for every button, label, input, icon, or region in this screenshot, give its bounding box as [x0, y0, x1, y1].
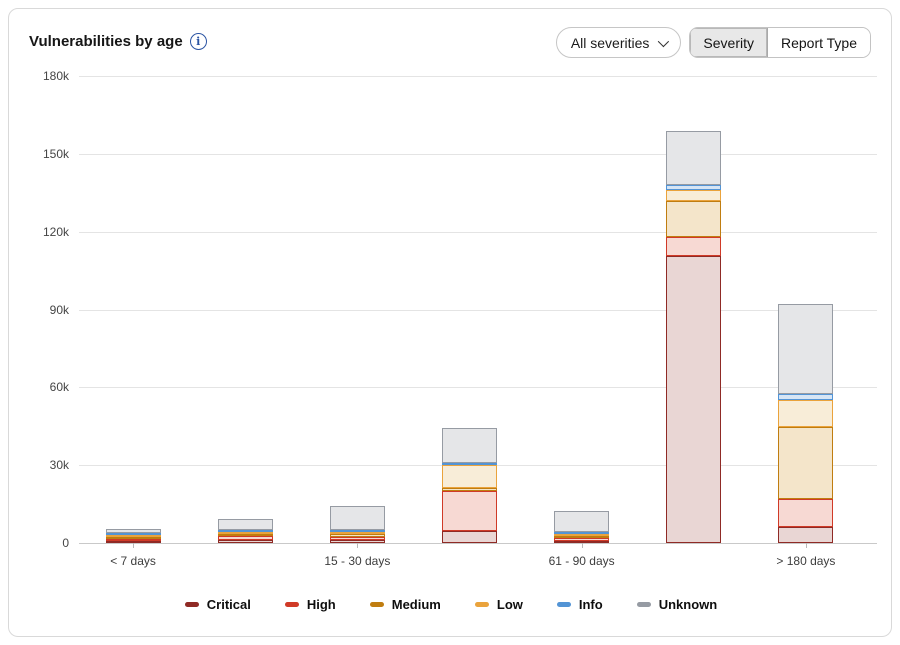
- bar-segment-medium[interactable]: [554, 536, 610, 538]
- bar-segment-high[interactable]: [442, 491, 497, 531]
- bar-segment-critical[interactable]: [554, 541, 610, 543]
- bar-segment-high[interactable]: [329, 537, 385, 540]
- severity-filter-dropdown[interactable]: All severities: [555, 27, 682, 58]
- legend-swatch-medium: [369, 602, 384, 607]
- bar-segment-unknown[interactable]: [329, 506, 385, 530]
- bar-segment-unknown[interactable]: [778, 304, 834, 394]
- bar-segment-critical[interactable]: [778, 527, 834, 543]
- gridline: [79, 543, 877, 544]
- chevron-down-icon: [658, 35, 670, 47]
- y-axis-tick-label: 120k: [42, 224, 69, 239]
- page-title: Vulnerabilities by age i: [29, 33, 207, 50]
- bar-segment-info[interactable]: [778, 394, 834, 400]
- bar-segment-critical[interactable]: [329, 540, 385, 543]
- chart-controls: All severities Severity Report Type: [555, 27, 871, 58]
- legend-label: Low: [496, 597, 523, 612]
- bar-segment-info[interactable]: [666, 185, 722, 190]
- bar-segment-critical[interactable]: [105, 541, 161, 543]
- toggle-option-report-type[interactable]: Report Type: [767, 28, 870, 57]
- x-axis-tickmark: [133, 543, 135, 548]
- bar-segment-low[interactable]: [666, 190, 722, 201]
- chart-title: Vulnerabilities by age: [29, 33, 183, 50]
- legend-item-high[interactable]: High: [284, 597, 336, 612]
- x-axis-tickmark: [357, 543, 359, 548]
- legend-swatch-info: [556, 602, 571, 607]
- x-axis-tick-label: 61 - 90 days: [548, 554, 615, 568]
- legend-label: Critical: [206, 597, 251, 612]
- y-axis-tick-label: 0: [62, 536, 69, 550]
- legend-item-info[interactable]: Info: [556, 597, 603, 612]
- bar-segment-critical[interactable]: [666, 256, 722, 543]
- chart-legend: Critical High Medium Low Info Unknown: [9, 597, 891, 612]
- gridline: [79, 231, 877, 233]
- gridline: [79, 76, 877, 77]
- bar-segment-high[interactable]: [554, 538, 610, 541]
- bar-segment-unknown[interactable]: [105, 529, 161, 533]
- bar-segment-medium[interactable]: [105, 537, 161, 539]
- x-axis-tickmark: [805, 543, 807, 548]
- legend-swatch-low: [474, 602, 489, 607]
- bar-segment-low[interactable]: [554, 534, 610, 536]
- bar-segment-low[interactable]: [217, 532, 273, 534]
- bar-segment-high[interactable]: [778, 499, 834, 527]
- bar-segment-high[interactable]: [105, 539, 161, 541]
- bar-segment-medium[interactable]: [666, 201, 722, 237]
- x-axis-tick-label: < 7 days: [110, 554, 156, 568]
- legend-label: High: [306, 597, 336, 612]
- bar-segment-info[interactable]: [329, 530, 385, 532]
- group-by-toggle: Severity Report Type: [689, 27, 871, 58]
- legend-item-critical[interactable]: Critical: [184, 597, 251, 612]
- legend-swatch-unknown: [636, 602, 651, 607]
- y-axis-tick-label: 60k: [49, 380, 69, 395]
- gridline: [79, 309, 877, 311]
- bar-segment-unknown[interactable]: [217, 519, 273, 530]
- bar-segment-unknown[interactable]: [666, 131, 722, 185]
- y-axis-tick-label: 180k: [42, 69, 69, 83]
- bar-segment-info[interactable]: [105, 533, 161, 535]
- vulnerabilities-by-age-card: 180k 150k 120k 90k 60k 30k 0 < 7 days 15 - 30 da…: [8, 8, 892, 637]
- chart-plot-area: 180k 150k 120k 90k 60k 30k 0 < 7 days 15 - 30 da…: [9, 9, 891, 636]
- x-axis-tick-label: 15 - 30 days: [324, 554, 391, 568]
- bar-segment-info[interactable]: [217, 530, 273, 532]
- legend-swatch-critical: [184, 602, 199, 607]
- bar-segment-low[interactable]: [329, 532, 385, 534]
- legend-swatch-high: [284, 602, 299, 607]
- bar-segment-medium[interactable]: [329, 534, 385, 537]
- y-axis-tick-label: 30k: [49, 458, 69, 473]
- bar-segment-high[interactable]: [666, 237, 722, 256]
- bar-segment-critical[interactable]: [442, 531, 497, 543]
- bar-segment-unknown[interactable]: [554, 511, 610, 532]
- y-axis-tick-label: 150k: [42, 146, 69, 161]
- bar-segment-unknown[interactable]: [442, 428, 497, 463]
- severity-filter-label: All severities: [570, 34, 650, 51]
- info-icon[interactable]: i: [189, 33, 207, 50]
- legend-label: Medium: [391, 597, 441, 612]
- gridline: [79, 387, 877, 389]
- bar-segment-low[interactable]: [442, 465, 497, 488]
- bar-segment-medium[interactable]: [778, 427, 834, 499]
- bar-segment-info[interactable]: [442, 463, 497, 465]
- bar-segment-high[interactable]: [217, 536, 273, 540]
- bar-segment-medium[interactable]: [442, 488, 497, 491]
- legend-item-low[interactable]: Low: [474, 597, 523, 612]
- legend-label: Unknown: [658, 597, 718, 612]
- toggle-option-severity[interactable]: Severity: [690, 28, 768, 57]
- legend-item-unknown[interactable]: Unknown: [636, 597, 718, 612]
- y-axis-tick-label: 90k: [49, 302, 69, 317]
- bar-segment-low[interactable]: [105, 535, 161, 537]
- bar-segment-info[interactable]: [554, 532, 610, 534]
- legend-label: Info: [578, 597, 603, 612]
- gridline: [79, 153, 877, 155]
- x-axis-tickmark: [581, 543, 583, 548]
- bar-segment-critical[interactable]: [217, 540, 273, 543]
- legend-item-medium[interactable]: Medium: [369, 597, 441, 612]
- x-axis-tick-label: > 180 days: [776, 554, 836, 568]
- bar-segment-medium[interactable]: [217, 534, 273, 536]
- bar-segment-low[interactable]: [778, 400, 834, 427]
